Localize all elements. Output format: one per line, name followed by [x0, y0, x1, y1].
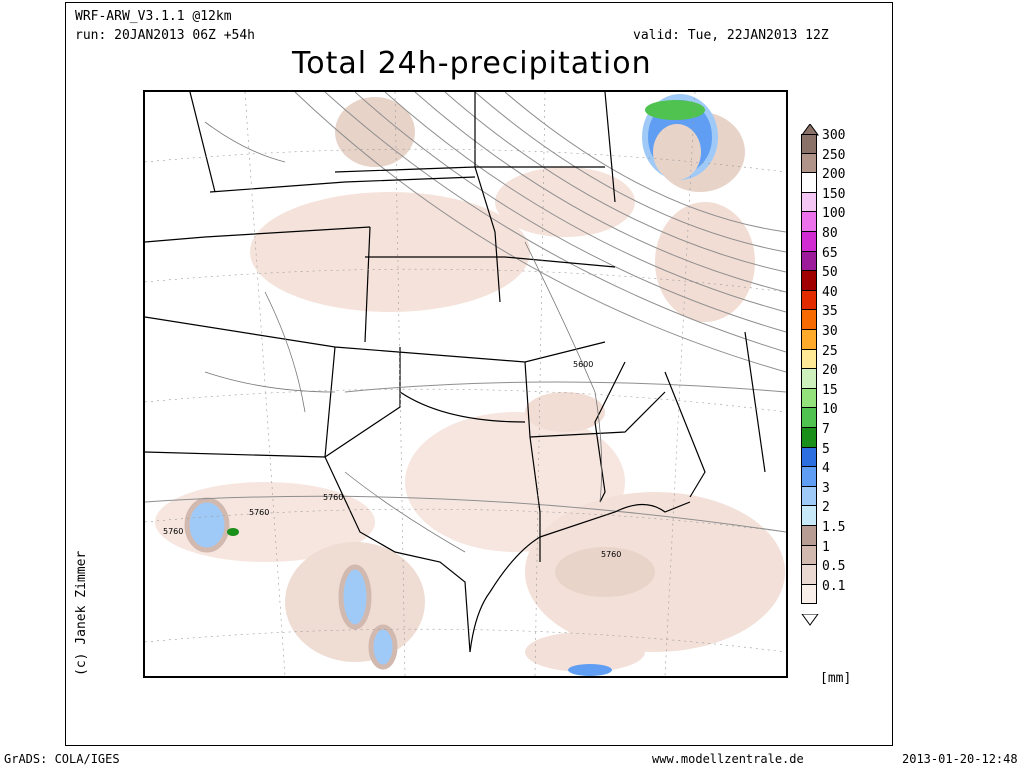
precip-area — [655, 202, 755, 322]
legend-label: 15 — [822, 382, 838, 398]
legend-swatch — [801, 173, 817, 193]
lat-lon-grid — [145, 92, 786, 676]
legend-label: 5 — [822, 441, 830, 457]
legend-swatch — [801, 192, 817, 213]
legend-swatch — [801, 428, 817, 448]
state-borders — [145, 92, 766, 653]
legend-swatch — [801, 290, 817, 311]
legend-label: 20 — [822, 363, 838, 379]
footer-website: www.modellzentrale.de — [652, 752, 804, 766]
legend-swatch — [801, 232, 817, 252]
legend-label: 10 — [822, 402, 838, 418]
precip-area — [645, 100, 705, 120]
legend-swatch — [801, 486, 817, 507]
legend-swatch — [801, 349, 817, 370]
legend-swatch — [801, 565, 817, 585]
legend-swatch — [801, 251, 817, 272]
precip-area — [368, 624, 398, 670]
contour-label-group: 5600 5760 5760 5760 5760 — [163, 360, 621, 559]
model-label: WRF-ARW_V3.1.1 @12km — [75, 9, 232, 24]
legend-unit: [mm] — [820, 671, 852, 686]
legend-label: 100 — [822, 206, 846, 222]
legend-swatch — [801, 467, 817, 487]
precip-area — [495, 167, 635, 237]
precip-heavy-areas — [184, 94, 718, 676]
precip-area — [525, 392, 605, 432]
contour-lines — [145, 92, 786, 533]
legend-swatch — [801, 545, 817, 566]
legend-swatch — [801, 271, 817, 291]
precip-area — [338, 564, 372, 630]
legend-swatch — [801, 388, 817, 409]
contour-label: 5760 — [163, 527, 183, 536]
legend-swatch — [801, 584, 817, 605]
legend-swatch — [801, 506, 817, 526]
contour-label: 5760 — [249, 508, 269, 517]
precip-area — [525, 632, 645, 672]
legend-label: 150 — [822, 186, 846, 202]
precipitation-map: 5600 5760 5760 5760 5760 — [143, 90, 788, 678]
legend-swatch — [801, 134, 817, 154]
precip-area — [568, 664, 612, 676]
map-svg: 5600 5760 5760 5760 5760 — [145, 92, 786, 676]
precip-area — [653, 124, 701, 180]
legend-label: 25 — [822, 343, 838, 359]
legend-label: 80 — [822, 226, 838, 241]
legend-swatch — [801, 212, 817, 232]
legend-label: 3 — [822, 480, 830, 496]
legend-label: 7 — [822, 422, 830, 437]
precip-area — [335, 97, 415, 167]
river-lines — [204, 121, 603, 553]
legend-label: 4 — [822, 461, 830, 477]
legend-label: 30 — [822, 324, 838, 339]
map-title: Total 24h-precipitation — [292, 46, 652, 81]
author-credit: (c) Janek Zimmer — [74, 550, 89, 676]
valid-time-label: valid: Tue, 22JAN2013 12Z — [633, 28, 829, 43]
legend-label: 200 — [822, 167, 846, 183]
legend-bottom-arrow — [801, 614, 819, 626]
legend-swatch — [801, 447, 817, 468]
precip-area — [555, 547, 655, 597]
legend-label: 0.1 — [822, 578, 846, 594]
legend-swatch — [801, 310, 817, 330]
legend-label: 1.5 — [822, 520, 846, 535]
legend-label: 2 — [822, 500, 830, 516]
contour-label: 5760 — [323, 493, 343, 502]
legend-swatch — [801, 330, 817, 350]
legend-swatch — [801, 408, 817, 428]
legend-label: 65 — [822, 245, 838, 261]
legend-label: 35 — [822, 304, 838, 320]
legend-swatch — [801, 526, 817, 546]
plot-frame — [65, 2, 893, 746]
contour-label: 5600 — [573, 360, 593, 369]
run-label: run: 20JAN2013 06Z +54h — [75, 28, 256, 43]
legend-label: 300 — [822, 128, 846, 143]
legend-label: 50 — [822, 265, 838, 281]
legend-swatch — [801, 369, 817, 389]
contour-label: 5760 — [601, 550, 621, 559]
legend-swatch — [801, 153, 817, 174]
footer-software: GrADS: COLA/IGES — [4, 752, 120, 766]
precip-area — [250, 192, 530, 312]
legend-label: 40 — [822, 284, 838, 300]
legend-label: 0.5 — [822, 559, 846, 575]
precip-area — [227, 528, 239, 536]
legend-label: 250 — [822, 147, 846, 163]
precip-area — [184, 497, 230, 553]
footer-timestamp: 2013-01-20-12:48 — [902, 752, 1018, 766]
legend-label: 1 — [822, 539, 830, 555]
